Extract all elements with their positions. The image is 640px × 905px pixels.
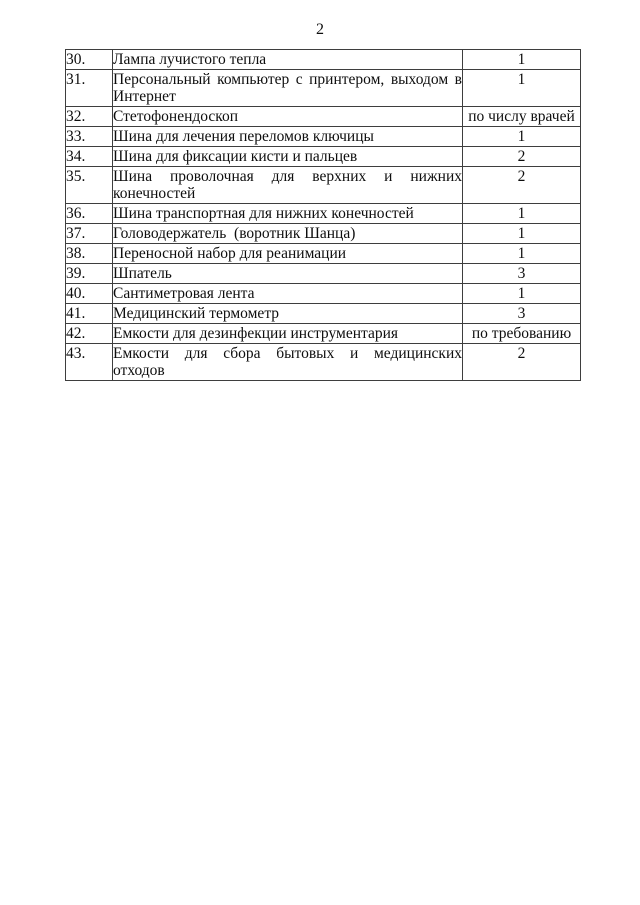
item-name-line: Стетофонендоскоп: [113, 108, 239, 125]
item-name-cell: Персональный компьютер с принтером, выхо…: [112, 69, 463, 107]
row-number-cell: 38.: [65, 243, 113, 264]
row-number-cell: 41.: [65, 303, 113, 324]
item-name-line: отходов: [113, 362, 165, 379]
item-name-cell: Переносной набор для реанимации: [112, 243, 463, 264]
quantity-cell: 3: [462, 303, 581, 324]
row-number-cell: 39.: [65, 263, 113, 284]
item-name-line: Сантиметровая лента: [113, 285, 255, 302]
quantity-cell: 1: [462, 69, 581, 107]
item-name-line: Шина для фиксации кисти и пальцев: [113, 148, 358, 165]
quantity-cell: по требованию: [462, 323, 581, 344]
row-number-cell: 35.: [65, 166, 113, 204]
item-name-line: Персональный компьютер с принтером, выхо…: [113, 71, 462, 88]
table-body: 30. Лампа лучистого тепла 1 31. Персонал…: [65, 49, 581, 381]
item-name-cell: Емкости для дезинфекции инструментария: [112, 323, 463, 344]
row-number-cell: 34.: [65, 146, 113, 167]
item-name-line: Головодержатель (воротник Шанца): [113, 225, 356, 242]
table-row: 33. Шина для лечения переломов ключицы 1: [65, 126, 581, 147]
item-name-cell: Сантиметровая лента: [112, 283, 463, 304]
item-name-line: Емкости для дезинфекции инструментария: [113, 325, 399, 342]
item-name-line: Шина проволочная для верхних и нижних: [113, 168, 462, 185]
quantity-cell: 2: [462, 343, 581, 381]
quantity-cell: 1: [462, 49, 581, 70]
table-row: 34. Шина для фиксации кисти и пальцев 2: [65, 146, 581, 167]
row-number-cell: 30.: [65, 49, 113, 70]
row-number-cell: 31.: [65, 69, 113, 107]
table-row: 38. Переносной набор для реанимации 1: [65, 243, 581, 264]
row-number-cell: 32.: [65, 106, 113, 127]
item-name-cell: Шина для лечения переломов ключицы: [112, 126, 463, 147]
item-name-cell: Медицинский термометр: [112, 303, 463, 324]
table-row: 37. Головодержатель (воротник Шанца) 1: [65, 223, 581, 244]
item-name-line: конечностей: [113, 185, 196, 202]
quantity-cell: по числу врачей: [462, 106, 581, 127]
row-number-cell: 42.: [65, 323, 113, 344]
item-name-cell: Лампа лучистого тепла: [112, 49, 463, 70]
table-row: 35. Шина проволочная для верхних и нижни…: [65, 166, 581, 204]
item-name-line: Шина транспортная для нижних конечностей: [113, 205, 414, 222]
item-name-cell: Стетофонендоскоп: [112, 106, 463, 127]
item-name-cell: Головодержатель (воротник Шанца): [112, 223, 463, 244]
item-name-cell: Шина транспортная для нижних конечностей: [112, 203, 463, 224]
table-row: 31. Персональный компьютер с принтером, …: [65, 69, 581, 107]
table-row: 43. Емкости для сбора бытовых и медицинс…: [65, 343, 581, 381]
item-name-line: Интернет: [113, 88, 176, 105]
table-row: 32. Стетофонендоскоп по числу врачей: [65, 106, 581, 127]
equipment-table: 30. Лампа лучистого тепла 1 31. Персонал…: [65, 49, 581, 381]
item-name-line: Шпатель: [113, 265, 172, 282]
item-name-line: Шина для лечения переломов ключицы: [113, 128, 374, 145]
quantity-cell: 1: [462, 283, 581, 304]
quantity-cell: 1: [462, 203, 581, 224]
quantity-cell: 2: [462, 166, 581, 204]
row-number-cell: 37.: [65, 223, 113, 244]
quantity-cell: 1: [462, 243, 581, 264]
item-name-line: Медицинский термометр: [113, 305, 280, 322]
item-name-cell: Шина для фиксации кисти и пальцев: [112, 146, 463, 167]
quantity-cell: 2: [462, 146, 581, 167]
page-number: 2: [316, 21, 324, 38]
table-row: 30. Лампа лучистого тепла 1: [65, 49, 581, 70]
quantity-cell: 1: [462, 126, 581, 147]
quantity-cell: 1: [462, 223, 581, 244]
table-row: 41. Медицинский термометр 3: [65, 303, 581, 324]
item-name-cell: Шина проволочная для верхних и нижних кон…: [112, 166, 463, 204]
item-name-line: Переносной набор для реанимации: [113, 245, 347, 262]
row-number-cell: 40.: [65, 283, 113, 304]
item-name-cell: Емкости для сбора бытовых и медицинских о…: [112, 343, 463, 381]
row-number-cell: 36.: [65, 203, 113, 224]
quantity-cell: 3: [462, 263, 581, 284]
table-row: 42. Емкости для дезинфекции инструментар…: [65, 323, 581, 344]
table-row: 36. Шина транспортная для нижних конечно…: [65, 203, 581, 224]
item-name-line: Лампа лучистого тепла: [113, 51, 267, 68]
item-name-cell: Шпатель: [112, 263, 463, 284]
row-number-cell: 43.: [65, 343, 113, 381]
item-name-line: Емкости для сбора бытовых и медицинских: [113, 345, 462, 362]
table-row: 40. Сантиметровая лента 1: [65, 283, 581, 304]
row-number-cell: 33.: [65, 126, 113, 147]
table-row: 39. Шпатель 3: [65, 263, 581, 284]
